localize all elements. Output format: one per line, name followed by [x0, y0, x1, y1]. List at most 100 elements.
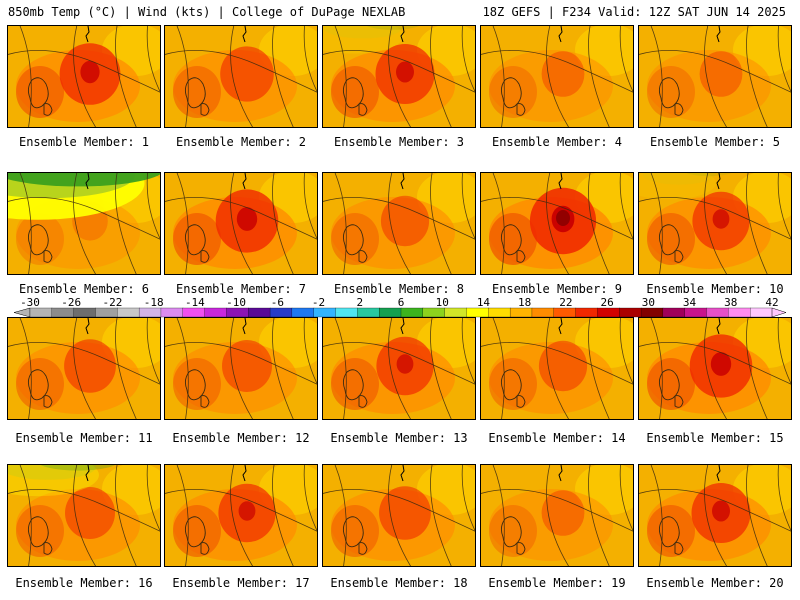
colorbar-swatch — [29, 307, 53, 318]
temperature-map — [165, 318, 317, 419]
colorbar-swatch — [575, 307, 598, 318]
colorbar-tick-label: 30 — [642, 296, 655, 309]
temperature-map — [323, 173, 475, 274]
colorbar-swatch — [379, 307, 402, 318]
ensemble-member-label: Ensemble Member: 14 — [488, 431, 626, 445]
ensemble-map-panel — [7, 25, 161, 128]
ensemble-map-panel — [638, 172, 792, 275]
ensemble-map-panel — [164, 25, 318, 128]
temperature-map — [639, 318, 791, 419]
ensemble-map-panel — [7, 464, 161, 567]
ensemble-map-panel — [164, 172, 318, 275]
ensemble-member-label: Ensemble Member: 15 — [646, 431, 784, 445]
colorbar-swatch — [684, 307, 708, 318]
colorbar-swatch — [248, 307, 271, 318]
temperature-map — [165, 173, 317, 274]
run-info: 18Z GEFS | F234 Valid: 12Z SAT JUN 14 20… — [482, 5, 786, 19]
ensemble-map-panel — [638, 464, 792, 567]
ensemble-map-panel — [322, 172, 476, 275]
colorbar-swatch — [269, 307, 293, 318]
colorbar-swatch — [444, 307, 468, 318]
colorbar-right-arrow — [771, 307, 787, 318]
colorbar-tick-label: 26 — [600, 296, 613, 309]
temperature-map — [639, 465, 791, 566]
colorbar-tick-label: 6 — [398, 296, 405, 309]
ensemble-map-panel — [480, 464, 634, 567]
colorbar-swatch — [640, 307, 664, 318]
colorbar-swatch — [728, 307, 751, 318]
temperature-map — [639, 173, 791, 274]
temperature-map — [165, 465, 317, 566]
colorbar-swatch — [488, 307, 511, 318]
colorbar-swatch — [509, 307, 533, 318]
colorbar-tick-label: 2 — [356, 296, 363, 309]
colorbar-swatch — [357, 307, 380, 318]
colorbar-swatch — [422, 307, 446, 318]
ensemble-member-label: Ensemble Member: 12 — [172, 431, 310, 445]
ensemble-member-label: Ensemble Member: 16 — [15, 576, 153, 590]
ensemble-map-panel — [638, 25, 792, 128]
colorbar-swatch — [182, 307, 206, 318]
colorbar-swatch — [313, 307, 337, 318]
colorbar-swatch — [662, 307, 686, 318]
ensemble-member-label: Ensemble Member: 18 — [330, 576, 468, 590]
colorbar-swatch — [750, 307, 773, 318]
temperature-map — [8, 26, 160, 127]
ensemble-member-label: Ensemble Member: 6 — [18, 282, 150, 296]
colorbar-swatch — [619, 307, 642, 318]
temperature-map — [481, 465, 633, 566]
colorbar-swatch — [706, 307, 729, 318]
colorbar-tick-label: 34 — [683, 296, 697, 309]
temperature-map — [639, 26, 791, 127]
ensemble-map-panel — [638, 317, 792, 420]
colorbar-tick-label: 22 — [559, 296, 572, 309]
colorbar-swatch — [160, 307, 184, 318]
temperature-map — [165, 26, 317, 127]
temperature-map — [481, 26, 633, 127]
chart-title: 850mb Temp (°C) | Wind (kts) | College o… — [8, 5, 406, 19]
ensemble-member-label: Ensemble Member: 10 — [646, 282, 784, 296]
colorbar-tick-label: -30 — [20, 296, 40, 309]
colorbar-tick-label: -22 — [103, 296, 123, 309]
ensemble-member-label: Ensemble Member: 8 — [333, 282, 465, 296]
ensemble-member-label: Ensemble Member: 2 — [175, 135, 307, 149]
colorbar-swatch — [400, 307, 424, 318]
temperature-map — [323, 465, 475, 566]
ensemble-member-label: Ensemble Member: 7 — [175, 282, 307, 296]
temperature-map — [323, 26, 475, 127]
colorbar-swatch — [597, 307, 620, 318]
ensemble-member-label: Ensemble Member: 1 — [18, 135, 150, 149]
temperature-map — [481, 173, 633, 274]
colorbar-swatch — [553, 307, 577, 318]
colorbar-swatch — [95, 307, 118, 318]
colorbar-tick-label: 14 — [477, 296, 491, 309]
colorbar-swatch — [138, 307, 162, 318]
colorbar-tick-label: -14 — [185, 296, 205, 309]
ensemble-member-label: Ensemble Member: 20 — [646, 576, 784, 590]
ensemble-map-panel — [480, 317, 634, 420]
colorbar-tick-label: -26 — [61, 296, 81, 309]
ensemble-map-panel — [7, 172, 161, 275]
ensemble-map-panel — [480, 25, 634, 128]
temperature-map — [8, 173, 160, 274]
colorbar-tick-label: 42 — [765, 296, 778, 309]
temperature-map — [8, 465, 160, 566]
colorbar-swatch — [204, 307, 227, 318]
colorbar-tick-label: -2 — [312, 296, 325, 309]
ensemble-member-label: Ensemble Member: 19 — [488, 576, 626, 590]
ensemble-member-label: Ensemble Member: 9 — [491, 282, 623, 296]
colorbar-swatch — [226, 307, 249, 318]
temperature-map — [8, 318, 160, 419]
ensemble-member-label: Ensemble Member: 11 — [15, 431, 153, 445]
ensemble-member-label: Ensemble Member: 4 — [491, 135, 623, 149]
colorbar-tick-label: 10 — [436, 296, 449, 309]
colorbar-tick-label: -18 — [144, 296, 164, 309]
colorbar-swatch — [466, 307, 489, 318]
temperature-map — [481, 318, 633, 419]
ensemble-map-panel — [480, 172, 634, 275]
colorbar-tick-label: -10 — [226, 296, 246, 309]
colorbar-swatch — [291, 307, 315, 318]
temperature-colorbar: -30 -26 -22 -18 -14 -10 -6 -2 2 6 10 14 18 22 26 30 34 38… — [13, 296, 787, 318]
ensemble-member-label: Ensemble Member: 13 — [330, 431, 468, 445]
colorbar-swatch — [51, 307, 75, 318]
